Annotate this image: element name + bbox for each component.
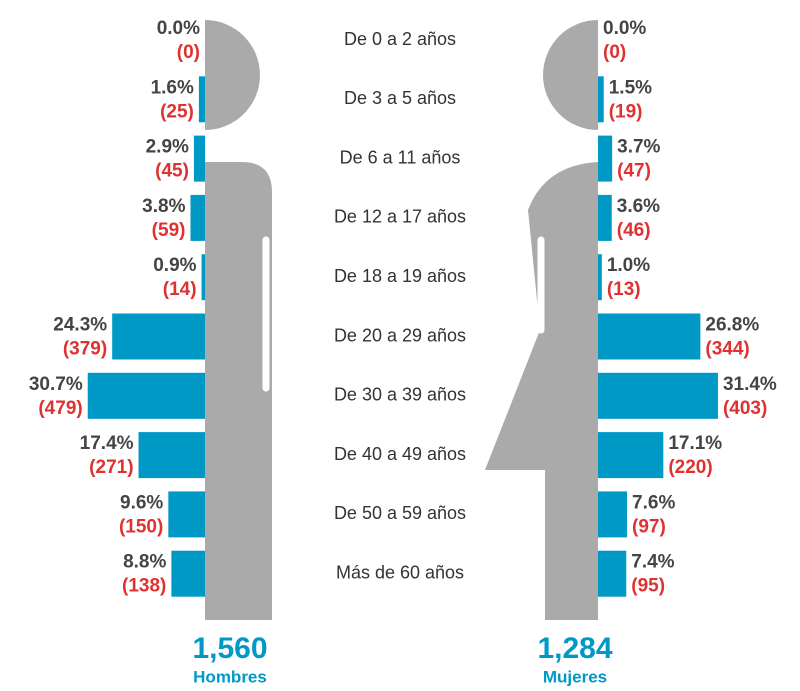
percent-label: 17.4% [80,433,134,454]
count-label: (45) [155,161,189,182]
category-label: De 40 a 49 años [334,444,466,464]
count-label: (150) [119,516,163,537]
percent-label: 3.8% [142,196,185,217]
percent-label: 3.7% [617,137,660,158]
bar [598,372,718,419]
count-label: (479) [38,398,82,419]
bar [598,313,701,360]
bar [112,313,205,360]
bar [193,135,205,182]
male-label: Hombres [193,667,267,686]
count-label: (47) [617,161,651,182]
percent-label: 24.3% [53,315,107,336]
percent-label: 7.4% [631,552,674,573]
female-total: 1,284 [537,632,612,665]
male-total: 1,560 [192,632,267,665]
count-label: (0) [603,42,626,63]
bar [598,491,628,538]
bar [201,254,205,301]
count-label: (344) [705,339,749,360]
percent-label: 0.0% [603,18,646,39]
count-label: (379) [63,339,107,360]
count-label: (25) [160,101,194,122]
category-label: De 18 a 19 años [334,266,466,286]
female-label: Mujeres [543,667,607,686]
count-label: (138) [122,576,166,597]
category-label: De 3 a 5 años [344,88,456,108]
percent-label: 0.9% [153,255,196,276]
category-label: De 0 a 2 años [344,29,456,49]
count-label: (220) [668,457,712,478]
bar [190,194,205,241]
category-label: Más de 60 años [336,562,464,582]
percent-label: 0.0% [157,18,200,39]
bar [168,491,205,538]
count-label: (19) [609,101,643,122]
percent-label: 2.9% [146,137,189,158]
percent-label: 1.6% [151,77,194,98]
category-label: De 20 a 29 años [334,325,466,345]
bar [598,76,604,123]
bar [598,550,627,597]
bar [138,432,205,479]
female-silhouette [485,20,598,620]
bar [598,254,602,301]
male-silhouette [205,20,272,620]
count-label: (0) [177,42,200,63]
percent-label: 26.8% [705,315,759,336]
category-label: De 30 a 39 años [334,385,466,405]
count-label: (95) [631,576,665,597]
count-label: (59) [152,220,186,241]
count-label: (403) [723,398,767,419]
count-label: (271) [89,457,133,478]
percent-label: 17.1% [668,433,722,454]
percent-label: 9.6% [120,492,163,513]
count-label: (14) [163,279,197,300]
percent-label: 30.7% [29,374,83,395]
category-label: De 12 a 17 años [334,207,466,227]
count-label: (46) [617,220,651,241]
percent-label: 1.5% [609,77,652,98]
bar [87,372,205,419]
bar [171,550,205,597]
bar [198,76,205,123]
percent-label: 7.6% [632,492,675,513]
category-label: De 50 a 59 años [334,503,466,523]
percent-label: 3.6% [617,196,660,217]
percent-label: 31.4% [723,374,777,395]
count-label: (97) [632,516,666,537]
percent-label: 1.0% [607,255,650,276]
count-label: (13) [607,279,641,300]
bar [598,135,613,182]
category-label: De 6 a 11 años [340,147,461,167]
percent-label: 8.8% [123,552,166,573]
bar [598,432,664,479]
bar [598,194,612,241]
